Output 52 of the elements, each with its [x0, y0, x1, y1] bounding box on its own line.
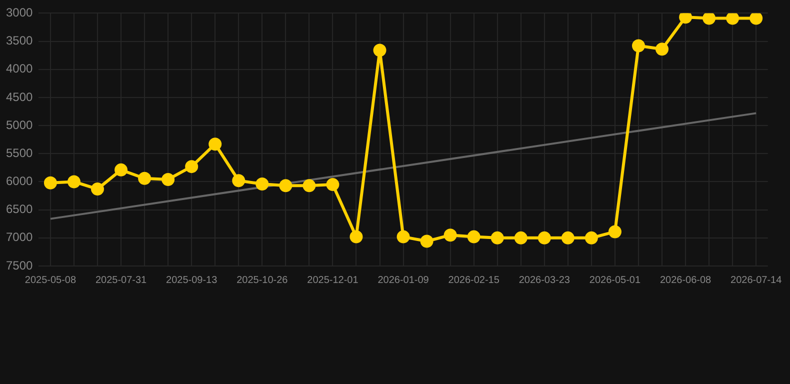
- x-tick-label: 2026-06-08: [660, 274, 712, 286]
- point: [420, 234, 434, 248]
- point: [256, 177, 269, 190]
- point: [608, 225, 622, 238]
- x-tick-label: 2025-09-13: [166, 274, 218, 286]
- point: [302, 179, 316, 192]
- x-tick-label: 2026-05-01: [589, 274, 641, 286]
- point: [702, 13, 716, 25]
- point: [444, 228, 457, 242]
- point: [350, 230, 363, 244]
- y-tick-label: 3000: [6, 6, 34, 20]
- point: [632, 39, 645, 52]
- point: [91, 182, 104, 196]
- point: [208, 138, 222, 151]
- x-tick-label: 2026-01-09: [378, 274, 430, 286]
- point: [279, 179, 292, 192]
- y-tick-label: 4500: [6, 90, 34, 104]
- x-tick-label: 2026-03-23: [518, 274, 570, 286]
- point: [490, 231, 504, 244]
- point: [162, 172, 175, 186]
- point: [67, 175, 80, 188]
- point: [44, 176, 57, 190]
- y-tick-label: 7500: [6, 258, 34, 272]
- point: [326, 178, 340, 192]
- y-tick-label: 4000: [6, 62, 34, 76]
- point: [584, 231, 598, 244]
- x-tick-label: 2025-12-01: [307, 274, 359, 286]
- point: [396, 230, 410, 244]
- x-tick-label: 2025-07-31: [95, 274, 148, 286]
- point: [514, 231, 528, 244]
- point: [561, 231, 574, 244]
- point: [656, 42, 669, 56]
- point: [679, 13, 692, 24]
- point: [750, 13, 763, 25]
- y-tick-label: 5500: [6, 146, 34, 160]
- x-tick-label: 2025-10-26: [236, 274, 288, 286]
- x-tick-label: 2026-07-14: [730, 274, 782, 286]
- point: [138, 172, 152, 185]
- point: [538, 231, 551, 244]
- x-tick-label: 2025-05-08: [24, 274, 76, 286]
- y-tick-label: 7000: [6, 230, 34, 244]
- point: [114, 163, 128, 176]
- point: [185, 160, 198, 174]
- y-tick-label: 6000: [6, 174, 34, 188]
- point: [373, 44, 386, 57]
- point: [467, 230, 480, 244]
- y-tick-label: 3500: [6, 34, 34, 48]
- point: [726, 13, 740, 25]
- x-tick-label: 2026-02-15: [448, 274, 500, 286]
- point: [232, 174, 246, 188]
- y-tick-label: 6500: [6, 202, 34, 216]
- y-tick-label: 5000: [6, 118, 34, 132]
